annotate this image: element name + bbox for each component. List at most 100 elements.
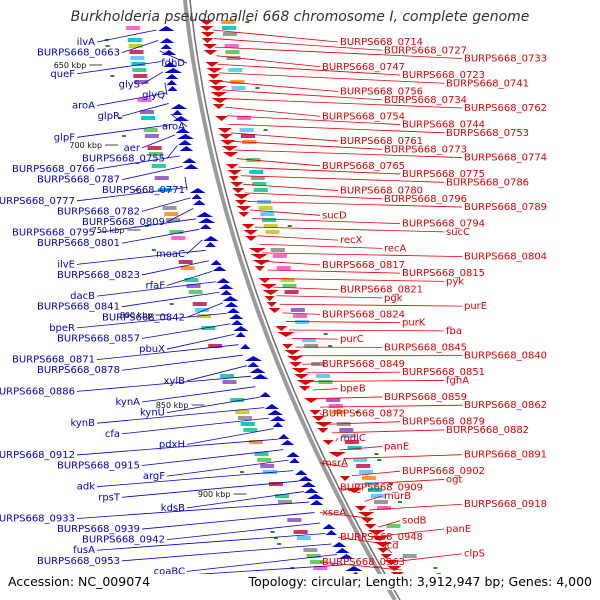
leader-line bbox=[186, 428, 274, 445]
leader-line bbox=[186, 365, 247, 382]
cog-box bbox=[265, 230, 280, 234]
cog-box bbox=[188, 290, 203, 294]
cog-box bbox=[220, 374, 235, 378]
cog-box bbox=[258, 206, 273, 210]
cog-box bbox=[263, 470, 278, 474]
cog-box bbox=[274, 494, 289, 498]
rna-mark bbox=[388, 483, 393, 485]
forward-gene bbox=[260, 284, 277, 289]
leader-line bbox=[378, 520, 401, 528]
reverse-gene bbox=[199, 224, 212, 229]
forward-gene bbox=[322, 440, 334, 445]
leader-line bbox=[369, 503, 463, 511]
cog-box bbox=[230, 398, 245, 402]
gene-label: BURPS668_0762 bbox=[464, 103, 547, 114]
cog-box bbox=[132, 68, 147, 72]
leader-line bbox=[186, 554, 338, 572]
gene-label: cfa bbox=[105, 429, 120, 440]
leader-line bbox=[96, 29, 157, 43]
leader-line bbox=[212, 29, 339, 43]
forward-gene bbox=[222, 152, 239, 157]
forward-gene bbox=[236, 206, 252, 211]
gene-label: BURPS668_0723 bbox=[402, 70, 485, 81]
cog-box bbox=[148, 152, 163, 156]
cog-box bbox=[356, 464, 371, 468]
cog-box bbox=[126, 26, 141, 30]
cog-box bbox=[129, 50, 144, 54]
cog-box bbox=[328, 404, 343, 408]
forward-gene bbox=[264, 296, 275, 301]
cog-box bbox=[196, 314, 211, 318]
forward-gene bbox=[248, 248, 266, 253]
gene-label: BURPS668_0765 bbox=[322, 161, 405, 172]
cog-box bbox=[228, 68, 243, 72]
forward-gene bbox=[227, 170, 242, 175]
reverse-gene bbox=[300, 482, 317, 487]
reverse-gene bbox=[338, 554, 354, 559]
gene-label: aroA bbox=[72, 101, 95, 112]
leader-line bbox=[121, 291, 220, 308]
gene-label: BURPS668_0872 bbox=[322, 408, 405, 419]
cog-box bbox=[194, 308, 209, 312]
forward-gene bbox=[367, 530, 386, 535]
forward-gene bbox=[254, 266, 266, 271]
cog-box bbox=[225, 50, 240, 54]
leader-line bbox=[96, 155, 180, 170]
forward-gene bbox=[380, 554, 392, 559]
leader-line bbox=[337, 536, 388, 545]
cog-box bbox=[304, 344, 319, 348]
chromosome-backbone bbox=[183, 0, 401, 600]
gene-label: kynB bbox=[70, 418, 95, 429]
leader-line bbox=[292, 338, 339, 340]
cog-box bbox=[186, 284, 201, 288]
leader-line bbox=[319, 413, 325, 417]
reverse-gene bbox=[335, 548, 350, 553]
gene-label: dacB bbox=[70, 291, 95, 302]
gene-label: BURPS668_0755 bbox=[82, 153, 165, 164]
leader-line bbox=[320, 404, 463, 408]
forward-gene bbox=[284, 350, 301, 355]
leader-line bbox=[232, 141, 383, 150]
cog-box bbox=[165, 218, 180, 222]
reverse-strand-labels: ilvABURPS668_0663fdhDqueFglySglyQaroAglp… bbox=[0, 29, 343, 588]
cog-box bbox=[402, 554, 417, 558]
leader-line bbox=[96, 533, 326, 551]
leader-line bbox=[319, 462, 348, 468]
reverse-gene bbox=[259, 392, 272, 397]
cog-box bbox=[370, 494, 385, 498]
forward-gene bbox=[245, 236, 257, 241]
leader-line bbox=[234, 149, 463, 158]
leader-line bbox=[382, 528, 445, 537]
cog-box bbox=[290, 308, 305, 312]
reverse-gene bbox=[325, 530, 338, 535]
forward-gene bbox=[212, 104, 225, 109]
gene-label: BURPS668_0886 bbox=[0, 386, 75, 397]
cog-box bbox=[364, 482, 379, 486]
gene-label: BURPS668_0727 bbox=[384, 45, 467, 56]
leader-line bbox=[262, 252, 463, 258]
forward-gene bbox=[345, 488, 363, 493]
leader-line bbox=[319, 512, 374, 519]
cog-box bbox=[184, 278, 199, 282]
cog-box bbox=[208, 344, 223, 348]
reverse-gene bbox=[222, 296, 239, 301]
leader-line bbox=[76, 124, 173, 138]
reverse-gene bbox=[165, 74, 179, 79]
cog-box bbox=[306, 554, 321, 558]
reverse-gene bbox=[289, 458, 300, 463]
rna-mark bbox=[323, 333, 328, 335]
rna-mark bbox=[134, 189, 139, 191]
forward-gene bbox=[328, 452, 347, 457]
forward-gene bbox=[275, 326, 288, 331]
gene-label: BURPS668_0862 bbox=[464, 400, 547, 411]
reverse-gene bbox=[252, 374, 269, 379]
gene-label: BURPS668_0663 bbox=[37, 48, 120, 59]
gene-label: BURPS668_0918 bbox=[464, 499, 547, 510]
rna-mark bbox=[398, 501, 402, 503]
scale-label: 900 kbp bbox=[198, 490, 231, 499]
leader-line bbox=[141, 260, 209, 276]
gene-label: BURPS668_0747 bbox=[322, 62, 405, 73]
reverse-gene bbox=[178, 140, 192, 145]
gene-label: BURPS668_0845 bbox=[384, 342, 467, 353]
gene-label: sucC bbox=[446, 227, 470, 238]
